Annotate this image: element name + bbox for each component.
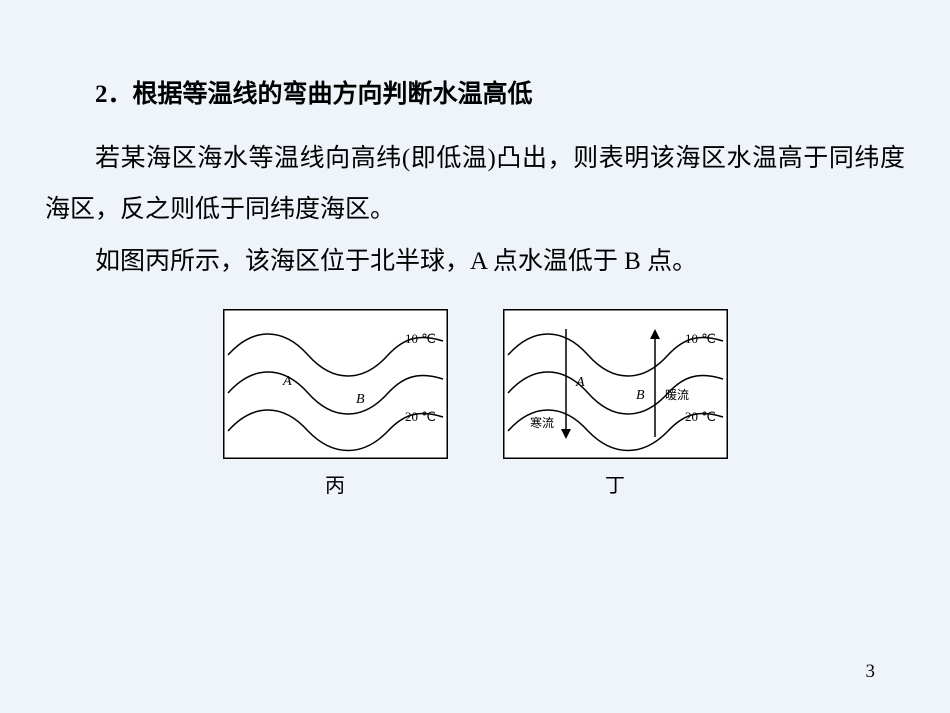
caption-right: 丁	[605, 469, 625, 498]
section-heading: 2．根据等温线的弯曲方向判断水温高低	[45, 75, 905, 115]
label-A: A	[575, 375, 585, 390]
diagram-right-svg: 10 ℃ 20 ℃ A B 寒流 暖流	[503, 309, 728, 459]
diagram-right-block: 10 ℃ 20 ℃ A B 寒流 暖流 丁	[503, 309, 728, 498]
label-20c: 20 ℃	[405, 409, 436, 424]
caption-left: 丙	[325, 469, 345, 498]
diagram-left-svg: 10 ℃ 20 ℃ A B	[223, 309, 448, 459]
label-warm: 暖流	[665, 388, 689, 402]
paragraph-1: 若某海区海水等温线向高纬(即低温)凸出，则表明该海区水温高于同纬度海区，反之则低…	[45, 133, 905, 236]
label-10c: 10 ℃	[405, 331, 436, 346]
label-B: B	[636, 388, 645, 403]
diagrams-row: 10 ℃ 20 ℃ A B 丙 10 ℃ 20 ℃ A B 寒流	[45, 309, 905, 498]
label-20c: 20 ℃	[685, 409, 716, 424]
label-cold: 寒流	[530, 415, 554, 430]
page-content: 2．根据等温线的弯曲方向判断水温高低 若某海区海水等温线向高纬(即低温)凸出，则…	[0, 0, 950, 498]
label-10c: 10 ℃	[685, 331, 716, 346]
paragraph-2: 如图丙所示，该海区位于北半球，A 点水温低于 B 点。	[45, 236, 905, 287]
diagram-left-block: 10 ℃ 20 ℃ A B 丙	[223, 309, 448, 498]
label-A: A	[282, 374, 292, 389]
page-number: 3	[866, 661, 876, 683]
label-B: B	[356, 392, 365, 407]
